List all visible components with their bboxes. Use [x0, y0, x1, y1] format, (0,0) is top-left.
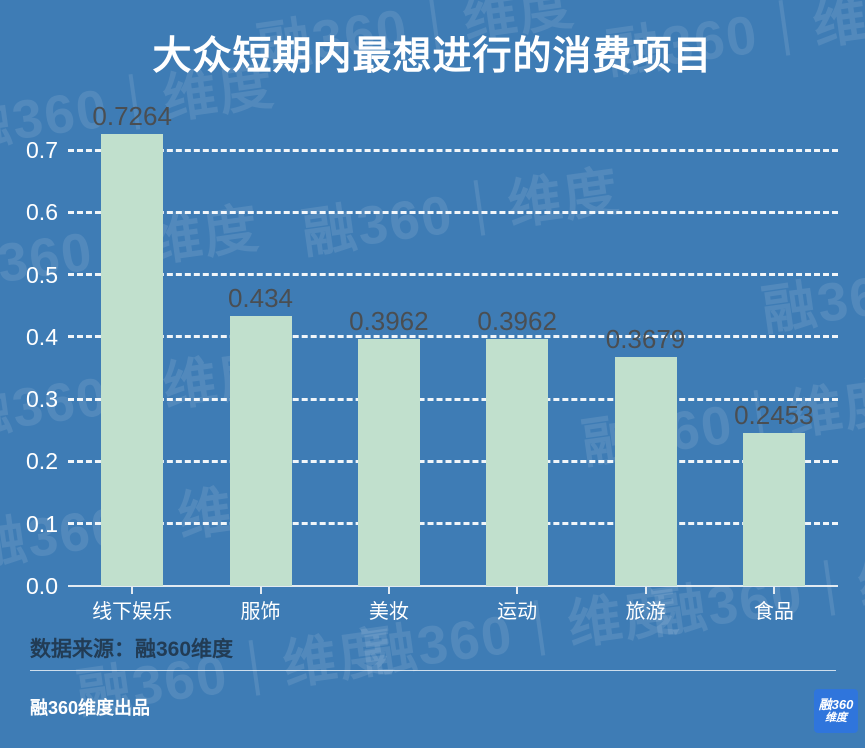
- y-axis-tick-label: 0.7: [26, 137, 58, 163]
- x-axis-category-label: 运动: [497, 601, 538, 623]
- bar-value-label: 0.7264: [92, 100, 172, 131]
- bar: [486, 339, 549, 586]
- bar-value-label: 0.434: [227, 282, 294, 313]
- x-axis-tick: [387, 587, 390, 594]
- brand-logo-text-line2: 维度: [825, 712, 847, 725]
- bar-value-label: 0.3962: [349, 306, 429, 337]
- y-axis-tick-label: 0.4: [26, 323, 58, 350]
- gridline: [68, 148, 838, 152]
- bar-value-label: 0.3962: [477, 306, 557, 337]
- gridline: [68, 397, 838, 401]
- chart-title: 大众短期内最想进行的消费项目: [152, 35, 713, 78]
- footer-divider: [30, 670, 836, 671]
- gridline: [68, 459, 838, 463]
- bar: [101, 133, 164, 586]
- x-axis-category-label: 食品: [753, 601, 794, 623]
- data-source-label: 数据来源：融360维度: [30, 638, 234, 661]
- producer-label: 融360维度出品: [30, 698, 151, 718]
- gridline: [68, 522, 838, 526]
- y-axis-tick-label: 0.2: [26, 448, 58, 475]
- x-axis-category-label: 服饰: [240, 601, 281, 623]
- x-axis-tick: [259, 587, 262, 594]
- bar-value-label: 0.3679: [605, 323, 686, 354]
- x-axis-tick: [516, 587, 519, 594]
- bar: [229, 315, 292, 586]
- brand-logo: 融360 维度: [814, 689, 858, 733]
- y-axis-tick-label: 0.1: [26, 510, 58, 537]
- x-axis-category-label: 旅游: [625, 601, 666, 623]
- gridline: [68, 273, 838, 277]
- bar-value-label: 0.2453: [734, 400, 814, 431]
- x-axis-tick: [131, 587, 134, 594]
- x-axis-line: [68, 585, 838, 587]
- x-axis-category-label: 美妆: [368, 601, 409, 623]
- y-axis-tick-label: 0.0: [26, 573, 58, 599]
- y-axis-tick-label: 0.6: [26, 199, 58, 226]
- gridline: [68, 210, 838, 214]
- y-axis-tick-label: 0.5: [26, 261, 58, 288]
- gridline: [68, 335, 838, 339]
- x-axis-tick: [644, 587, 647, 594]
- brand-logo-text-line1: 融360: [818, 696, 854, 712]
- x-axis-category-label: 线下娱乐: [92, 601, 173, 623]
- bar: [614, 356, 677, 586]
- y-axis-tick-label: 0.3: [26, 386, 58, 413]
- bar: [357, 339, 420, 586]
- x-axis-tick: [772, 587, 775, 594]
- bar: [742, 433, 805, 586]
